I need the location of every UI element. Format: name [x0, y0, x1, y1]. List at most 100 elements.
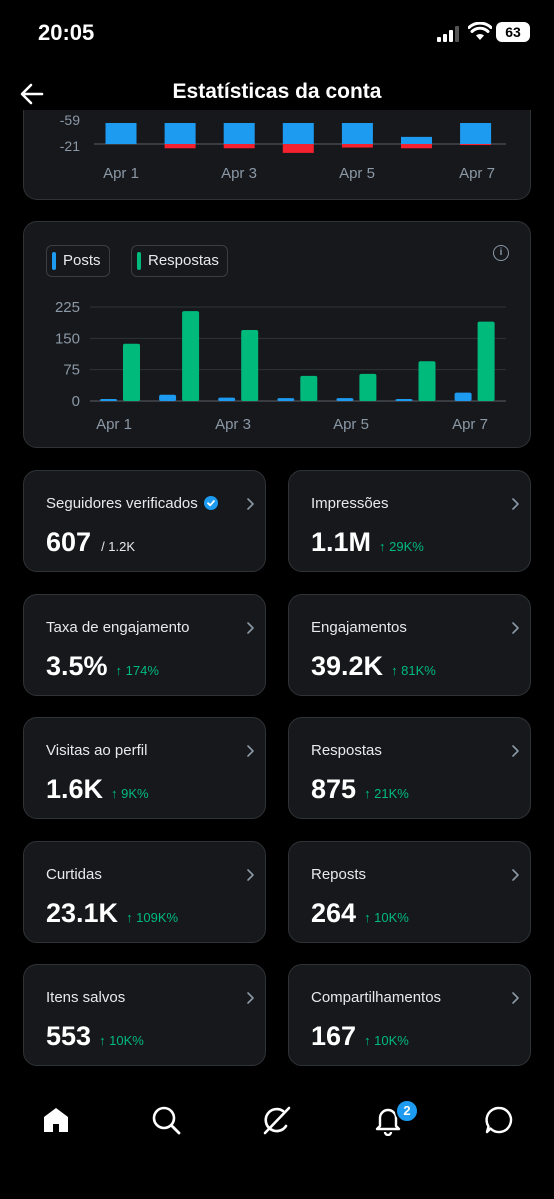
chart-posts-replies: 0 75 150 225 Apr 1 Apr 3 Apr 5 Apr 7: [55, 299, 506, 433]
home-icon[interactable]: [40, 1104, 72, 1136]
stat-delta: ↑ 29K%: [379, 539, 424, 554]
notification-badge: 2: [395, 1099, 419, 1123]
stat-label: Taxa de engajamento: [46, 619, 189, 636]
bar-blue-7: [460, 123, 492, 144]
chevron-right-icon: [247, 868, 254, 881]
stat-value: 39.2K: [311, 650, 384, 681]
bar-blue-5: [341, 123, 373, 144]
stat-value-row: 553 ↑ 10K%: [46, 1021, 144, 1052]
stat-delta: ↑ 174%: [115, 662, 159, 678]
bar-blue-4: [282, 123, 314, 144]
notifications-icon[interactable]: [372, 1104, 404, 1136]
stat-value-row: 607 / 1.2K: [46, 527, 135, 558]
legend-respostas[interactable]: Respostas: [131, 245, 228, 277]
stat-value: 264: [311, 897, 357, 928]
stat-label: Impressões: [311, 495, 389, 512]
y-tick-label: -21: [60, 138, 80, 154]
y-tick-label: -59: [60, 112, 80, 128]
stat-label-text: Reposts: [311, 865, 367, 883]
stat-value-row: 1.6K ↑ 9K%: [46, 774, 149, 805]
chart-card-top: -59 -21 Apr 1 Apr 3 Apr 5 Apr 7: [23, 110, 531, 200]
stat-label-text: Seguidores verificados: [46, 495, 198, 512]
status-time: 20:05: [38, 20, 95, 45]
bar-respostas-2: [182, 311, 200, 401]
y-tick-label: 0: [72, 393, 80, 410]
chevron-right-icon: [247, 621, 254, 634]
bar-red-3: [223, 144, 255, 149]
stat-delta: ↑ 21K%: [364, 786, 409, 801]
stat-label-text: Impressões: [311, 495, 389, 512]
stat-value-row: 875 ↑ 21K%: [311, 774, 409, 805]
legend-posts[interactable]: Posts: [46, 245, 110, 277]
bar-red-4: [282, 144, 314, 153]
stat-value-row: 264 ↑ 10K%: [311, 898, 409, 929]
stat-label-text: Compartilhamentos: [311, 989, 442, 1006]
stat-card[interactable]: Reposts 264 ↑ 10K%: [288, 840, 531, 943]
y-tick-label: 75: [63, 362, 80, 379]
stat-delta: ↑ 9K%: [111, 786, 149, 801]
stat-card[interactable]: Taxa de engajamento 3.5% ↑ 174%: [23, 593, 266, 696]
search-icon[interactable]: [150, 1104, 182, 1136]
messages-icon[interactable]: [483, 1104, 515, 1136]
chart-top: -59 -21 Apr 1 Apr 3 Apr 5 Apr 7: [60, 112, 506, 182]
stat-delta: ↑ 10K%: [99, 1033, 144, 1048]
stat-label: Seguidores verificados: [46, 495, 218, 512]
info-icon[interactable]: i: [493, 245, 509, 261]
stat-label-text: Curtidas: [46, 865, 102, 883]
page-title: Estatísticas da conta: [172, 80, 382, 103]
bar-blue-3: [223, 123, 255, 144]
grok-icon[interactable]: [261, 1104, 293, 1136]
stat-card[interactable]: Compartilhamentos 167 ↑ 10K%: [288, 964, 531, 1066]
chart-card-posts-replies: Posts Respostas i 0 75 150 225 Apr 1 Apr 3 Ap…: [23, 221, 531, 448]
bar-blue-2: [164, 123, 196, 144]
stat-value: 553: [46, 1021, 92, 1051]
chevron-right-icon: [247, 498, 254, 510]
x-tick-label: Apr 7: [459, 165, 495, 182]
stat-value: 167: [311, 1021, 357, 1051]
back-arrow-icon[interactable]: [18, 80, 46, 108]
stat-value: 23.1K: [46, 897, 119, 928]
stat-label: Respostas: [311, 742, 382, 759]
legend-respostas-swatch: [137, 252, 141, 270]
tab-bar: [0, 1080, 554, 1199]
stat-label-text: Itens salvos: [46, 989, 126, 1006]
stat-card[interactable]: Impressões 1.1M ↑ 29K%: [288, 470, 531, 572]
verified-badge-icon: [203, 496, 218, 510]
bar-respostas-6: [418, 361, 436, 401]
stat-card[interactable]: Visitas ao perfil 1.6K ↑ 9K%: [23, 717, 266, 819]
stat-value-row: 23.1K ↑ 109K%: [46, 898, 178, 929]
x-tick-label: Apr 1: [96, 416, 132, 433]
stat-card[interactable]: Curtidas 23.1K ↑ 109K%: [23, 840, 266, 943]
stat-value: 1.6K: [46, 774, 104, 804]
stat-card[interactable]: Engajamentos 39.2K ↑ 81K%: [288, 593, 531, 696]
bar-posts-2: [159, 394, 177, 401]
chevron-right-icon: [247, 992, 254, 1004]
chevron-right-icon: [512, 745, 519, 757]
chevron-right-icon: [512, 868, 519, 881]
chevron-right-icon: [247, 745, 254, 757]
stat-label-text: Visitas ao perfil: [46, 742, 148, 759]
chevron-right-icon: [512, 621, 519, 634]
bar-blue-1: [105, 123, 137, 144]
stat-delta: ↑ 81K%: [391, 662, 436, 678]
stat-value-row: 167 ↑ 10K%: [311, 1021, 409, 1052]
legend-posts-label: Posts: [63, 252, 101, 269]
x-tick-label: Apr 3: [215, 416, 251, 433]
stat-card[interactable]: Respostas 875 ↑ 21K%: [288, 717, 531, 819]
bar-red-7: [460, 144, 492, 146]
x-tick-label: Apr 1: [103, 165, 139, 182]
bar-blue-6: [401, 136, 432, 144]
bar-posts-6: [395, 399, 413, 401]
stat-delta: ↑ 10K%: [364, 909, 409, 925]
stat-label-text: Taxa de engajamento: [46, 618, 190, 636]
stat-label: Visitas ao perfil: [46, 742, 147, 759]
stat-card[interactable]: Itens salvos 553 ↑ 10K%: [23, 964, 266, 1066]
wifi-icon: [468, 22, 492, 40]
stat-delta: ↑ 109K%: [126, 909, 179, 925]
stat-delta: ↑ 10K%: [364, 1033, 409, 1048]
bar-respostas-4: [300, 375, 318, 401]
stat-label: Engajamentos: [311, 619, 407, 636]
y-tick-label: 150: [55, 330, 80, 347]
bar-respostas-1: [123, 343, 140, 401]
stat-card[interactable]: Seguidores verificados 607 / 1.2K: [23, 470, 266, 572]
